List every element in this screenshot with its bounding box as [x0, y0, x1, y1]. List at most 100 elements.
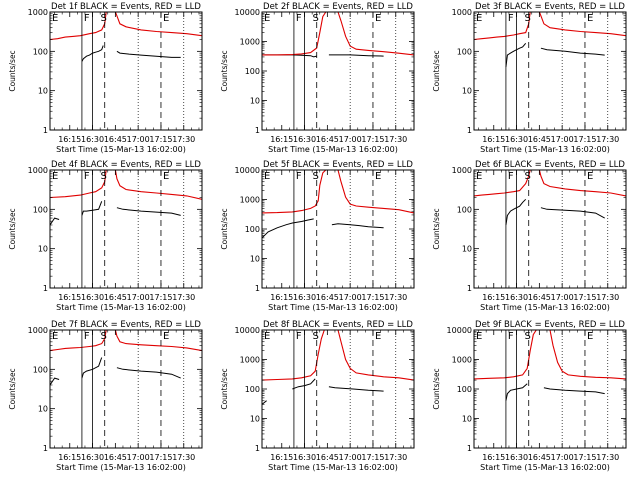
y-tick-label: 10 [250, 415, 260, 424]
x-tick-label: 16:15 [482, 293, 505, 302]
x-tick-label: 17:30 [384, 135, 407, 144]
x-tick-label: 16:45 [316, 453, 339, 462]
panel-title: Det 1f BLACK = Events, RED = LLD [51, 2, 201, 12]
events-series-line [116, 367, 181, 379]
series-group [474, 12, 626, 68]
lld-series-line [50, 12, 107, 41]
y-tick-label: 100 [245, 67, 260, 76]
x-tick-label: 16:30 [293, 453, 316, 462]
x-tick-label: 17:15 [149, 453, 172, 462]
y-tick-label: 10 [462, 245, 472, 254]
panel-title: Det 3f BLACK = Events, RED = LLD [475, 2, 625, 12]
marker-label: S [101, 331, 107, 342]
x-tick-label: 17:00 [339, 293, 362, 302]
x-tick-label: 16:30 [81, 135, 104, 144]
x-tick-label: 17:00 [551, 293, 574, 302]
events-series-line [116, 207, 181, 216]
marker-label: E [476, 171, 482, 182]
marker-label: E [52, 331, 58, 342]
lld-series-line [337, 170, 414, 214]
x-tick-label: 17:15 [361, 135, 384, 144]
events-series-line [505, 198, 527, 226]
lld-series-line [474, 12, 531, 41]
events-series-line [505, 383, 528, 401]
y-axis-label: Counts/sec [8, 208, 17, 249]
marker-label: F [84, 171, 90, 182]
lld-series-line [262, 330, 325, 381]
x-tick-label: 16:45 [528, 453, 551, 462]
y-tick-label: 1000 [452, 166, 472, 175]
lld-series-line [262, 12, 327, 56]
x-axis-label: Start Time (15-Mar-13 16:02:00) [268, 303, 398, 312]
y-tick-label: 10 [250, 255, 260, 264]
panel-title: Det 6f BLACK = Events, RED = LLD [475, 160, 625, 170]
lld-series-line [538, 170, 626, 197]
x-tick-label: 17:00 [127, 135, 150, 144]
events-series-line [81, 201, 103, 216]
marker-label: E [52, 171, 58, 182]
y-tick-label: 1 [467, 284, 472, 293]
x-axis-label: Start Time (15-Mar-13 16:02:00) [480, 145, 610, 154]
lld-series-line [262, 170, 327, 214]
x-tick-label: 17:15 [149, 135, 172, 144]
x-axis-label: Start Time (15-Mar-13 16:02:00) [268, 145, 398, 154]
marker-label: E [264, 13, 270, 24]
marker-label: F [508, 171, 514, 182]
plot-frame [473, 169, 627, 289]
panel-title: Det 7f BLACK = Events, RED = LLD [51, 320, 201, 330]
y-tick-label: 1000 [240, 356, 260, 365]
x-tick-label: 17:30 [172, 293, 195, 302]
y-tick-label: 1 [467, 126, 472, 135]
x-tick-label: 16:15 [58, 293, 81, 302]
y-tick-label: 100 [33, 365, 48, 374]
x-axis-label: Start Time (15-Mar-13 16:02:00) [480, 463, 610, 472]
marker-label: S [101, 13, 107, 24]
y-axis-label: Counts/sec [220, 368, 229, 409]
x-tick-label: 16:30 [505, 293, 528, 302]
y-tick-label: 10000 [447, 326, 472, 335]
lld-series-line [474, 330, 537, 380]
y-tick-label: 10 [38, 87, 48, 96]
x-tick-label: 16:45 [104, 293, 127, 302]
lld-series-line [50, 330, 107, 352]
marker-label: F [84, 13, 90, 24]
x-tick-label: 17:30 [596, 135, 619, 144]
plot-frame [473, 11, 627, 131]
x-tick-label: 16:45 [316, 135, 339, 144]
marker-label: E [163, 13, 169, 24]
x-tick-label: 17:00 [127, 293, 150, 302]
x-tick-label: 16:30 [293, 293, 316, 302]
series-group [50, 330, 202, 386]
marker-label: S [313, 331, 319, 342]
events-series-line [328, 386, 384, 392]
marker-label: E [375, 13, 381, 24]
lld-series-line [549, 330, 626, 380]
y-tick-label: 10000 [235, 166, 260, 175]
marker-label: E [264, 331, 270, 342]
plot-frame [261, 169, 415, 289]
x-tick-label: 16:30 [505, 135, 528, 144]
y-tick-label: 100 [33, 47, 48, 56]
lld-series-line [474, 170, 531, 197]
x-tick-label: 16:45 [528, 135, 551, 144]
plot-frame [261, 11, 415, 131]
panel-title: Det 4f BLACK = Events, RED = LLD [51, 160, 201, 170]
x-tick-label: 17:00 [551, 135, 574, 144]
marker-label: E [375, 171, 381, 182]
events-series-line [116, 50, 181, 58]
events-series-line [262, 400, 267, 405]
panel-title: Det 5f BLACK = Events, RED = LLD [263, 160, 413, 170]
lld-series-line [114, 330, 202, 352]
y-tick-label: 100 [457, 47, 472, 56]
x-tick-label: 16:15 [270, 135, 293, 144]
y-tick-label: 100 [457, 385, 472, 394]
marker-label: F [508, 13, 514, 24]
events-series-line [505, 42, 527, 68]
events-series-line [331, 223, 384, 229]
